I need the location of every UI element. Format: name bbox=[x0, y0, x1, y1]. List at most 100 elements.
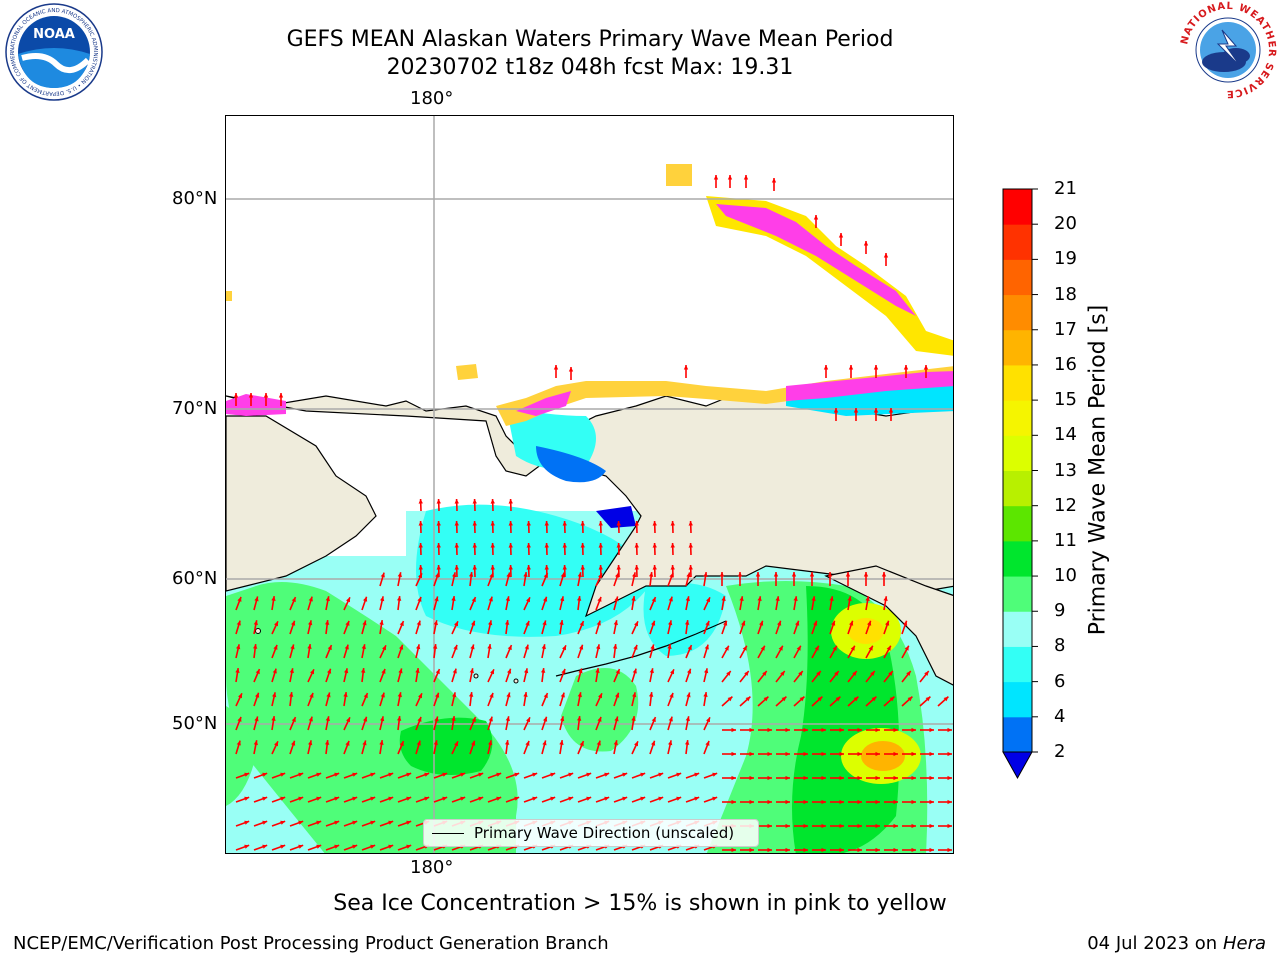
wave-direction-arrow bbox=[652, 542, 657, 556]
wave-direction-arrow bbox=[289, 796, 304, 803]
wave-direction-arrow bbox=[757, 596, 762, 611]
wave-direction-arrow bbox=[667, 796, 682, 803]
wave-direction-arrow bbox=[307, 644, 312, 659]
wave-direction-arrow bbox=[235, 796, 250, 803]
wave-direction-arrow bbox=[472, 564, 477, 578]
wave-direction-arrow bbox=[451, 796, 466, 803]
wave-direction-arrow bbox=[884, 775, 898, 781]
wave-direction-arrow bbox=[469, 596, 477, 611]
wave-direction-arrow bbox=[361, 620, 367, 635]
wave-direction-arrow bbox=[396, 596, 402, 611]
wave-direction-arrow bbox=[938, 823, 952, 829]
wave-direction-arrow bbox=[703, 740, 710, 755]
wave-direction-arrow bbox=[776, 727, 790, 733]
wave-direction-arrow bbox=[580, 542, 585, 556]
wave-direction-arrow bbox=[667, 740, 673, 755]
wave-direction-arrow bbox=[271, 644, 278, 659]
wave-direction-arrow bbox=[580, 564, 585, 578]
wave-direction-arrow bbox=[721, 645, 730, 659]
wave-direction-arrow bbox=[613, 668, 621, 683]
wave-direction-arrow bbox=[505, 644, 513, 659]
wave-direction-arrow bbox=[721, 620, 728, 635]
wave-direction-arrow bbox=[451, 572, 457, 587]
wave-direction-arrow bbox=[490, 498, 495, 512]
wave-direction-arrow bbox=[919, 670, 930, 683]
wave-direction-arrow bbox=[361, 716, 368, 731]
wave-direction-arrow bbox=[598, 564, 603, 578]
wave-direction-arrow bbox=[324, 740, 330, 755]
wave-direction-arrow bbox=[811, 645, 820, 659]
wave-direction-arrow bbox=[343, 844, 358, 851]
wave-direction-arrow bbox=[361, 820, 376, 827]
wave-direction-arrow bbox=[559, 644, 567, 659]
wave-direction-arrow bbox=[233, 393, 239, 406]
alaska-panhandle bbox=[824, 565, 953, 686]
wave-direction-arrow bbox=[451, 644, 458, 659]
wave-direction-arrow bbox=[703, 644, 709, 659]
wave-direction-arrow bbox=[248, 393, 254, 406]
wave-direction-arrow bbox=[559, 772, 574, 779]
wave-direction-arrow bbox=[325, 820, 340, 827]
wave-direction-arrow bbox=[436, 564, 441, 578]
wave-direction-arrow bbox=[631, 596, 636, 611]
wave-direction-arrow bbox=[667, 692, 674, 707]
wave-direction-arrow bbox=[361, 740, 367, 755]
wave-direction-arrow bbox=[469, 620, 476, 635]
wave-direction-arrow bbox=[544, 542, 549, 556]
wave-direction-arrow bbox=[271, 596, 276, 611]
colorbar-title: Primary Wave Mean Period [s] bbox=[1085, 304, 1111, 636]
wave-direction-arrow bbox=[740, 847, 754, 853]
wave-direction-arrow bbox=[508, 564, 513, 578]
wave-direction-arrow bbox=[379, 716, 385, 731]
sea-ice-floe bbox=[666, 164, 692, 186]
wave-direction-arrow bbox=[487, 668, 495, 683]
colorbar-tick-label: 21 bbox=[1054, 178, 1077, 199]
colorbar-swatch bbox=[1003, 294, 1032, 331]
colorbar-swatch bbox=[1003, 540, 1032, 577]
wave-direction-arrow bbox=[938, 847, 952, 853]
wave-direction-arrow bbox=[721, 696, 733, 707]
wave-direction-arrow bbox=[472, 498, 477, 512]
wave-direction-arrow bbox=[508, 498, 513, 512]
wave-direction-arrow bbox=[812, 727, 826, 733]
wave-direction-arrow bbox=[848, 823, 862, 829]
wave-direction-arrow bbox=[833, 408, 839, 421]
wave-direction-arrow bbox=[737, 572, 743, 586]
wave-direction-arrow bbox=[866, 727, 880, 733]
wave-direction-arrow bbox=[307, 820, 322, 827]
wave-direction-arrow bbox=[505, 668, 512, 683]
wave-direction-arrow bbox=[848, 847, 862, 853]
wave-direction-arrow bbox=[433, 740, 438, 755]
wave-zone-green-central bbox=[561, 668, 639, 752]
beaufort-sea-field bbox=[786, 381, 953, 416]
wave-direction-arrow bbox=[454, 542, 459, 556]
wave-direction-arrow bbox=[902, 775, 916, 781]
wave-direction-arrow bbox=[794, 775, 808, 781]
footer-host: Hera bbox=[1222, 933, 1266, 954]
wave-direction-arrow bbox=[721, 596, 726, 611]
wave-direction-arrow bbox=[757, 645, 766, 659]
wave-direction-arrow bbox=[649, 620, 656, 635]
wave-direction-arrow bbox=[685, 596, 690, 611]
colorbar-swatch bbox=[1003, 681, 1032, 718]
lon-label-bottom: 180° bbox=[410, 857, 454, 878]
colorbar-tick-label: 9 bbox=[1054, 600, 1066, 622]
wave-direction-arrow bbox=[540, 668, 546, 683]
wave-direction-arrow bbox=[595, 740, 601, 755]
wave-direction-arrow bbox=[827, 572, 833, 586]
wave-direction-arrow bbox=[838, 233, 844, 246]
wave-direction-arrow bbox=[505, 796, 520, 803]
wave-direction-arrow bbox=[562, 542, 567, 556]
wave-direction-arrow bbox=[523, 772, 538, 779]
wave-direction-arrow bbox=[595, 716, 602, 731]
colorbar-tick-label: 14 bbox=[1054, 424, 1077, 446]
wave-direction-arrow bbox=[920, 751, 934, 757]
wave-direction-arrow bbox=[454, 520, 459, 534]
wave-direction-arrow bbox=[415, 596, 422, 611]
wave-direction-arrow bbox=[684, 740, 690, 755]
wave-direction-arrow bbox=[487, 692, 494, 707]
wave-direction-arrow bbox=[526, 564, 531, 578]
wave-direction-arrow bbox=[670, 520, 675, 534]
wave-direction-arrow bbox=[523, 596, 531, 611]
colorbar-swatch bbox=[1003, 505, 1032, 542]
